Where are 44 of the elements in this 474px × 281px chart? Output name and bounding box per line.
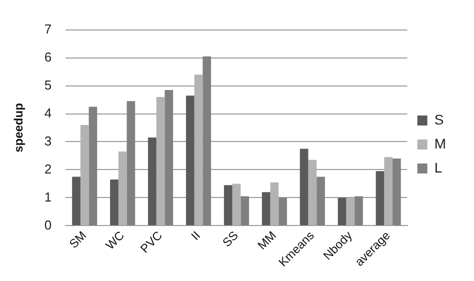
- x-tick-label: II: [188, 228, 203, 243]
- bar: [148, 138, 156, 226]
- legend-label: M: [434, 135, 446, 152]
- bar: [202, 56, 212, 226]
- bar: [346, 198, 355, 226]
- legend-label: L: [434, 159, 442, 176]
- bar: [300, 148, 308, 226]
- bar: [224, 185, 232, 226]
- bar: [164, 90, 174, 226]
- bar: [80, 124, 89, 226]
- x-tick-label: MM: [254, 228, 279, 252]
- bar: [110, 180, 118, 226]
- y-tick-label: 5: [44, 77, 52, 92]
- bar: [376, 171, 384, 226]
- bar: [232, 184, 241, 226]
- bar: [392, 158, 401, 226]
- bar: [316, 176, 325, 226]
- bar: [194, 74, 203, 226]
- bar: [240, 196, 250, 226]
- y-tick-label: 6: [44, 49, 52, 64]
- bar: [308, 160, 317, 226]
- bar: [72, 176, 80, 226]
- x-tick-label: SM: [66, 228, 90, 251]
- y-tick-label: 0: [44, 217, 52, 232]
- bar: [354, 196, 363, 226]
- x-tick-label: SS: [220, 228, 241, 250]
- bar: [270, 182, 279, 226]
- bar: [338, 198, 346, 226]
- bar: [126, 101, 136, 226]
- x-tick-label: WC: [103, 228, 128, 252]
- bar: [156, 96, 165, 226]
- y-tick-label: 2: [44, 161, 52, 176]
- bar: [278, 198, 287, 226]
- bar: [118, 152, 127, 226]
- y-tick-label: 4: [44, 105, 52, 120]
- y-tick-label: 3: [44, 133, 52, 148]
- bar: [262, 192, 270, 226]
- bar: [88, 106, 98, 226]
- legend-label: S: [434, 111, 444, 128]
- y-axis-title: speedup: [12, 103, 26, 152]
- y-tick-label: 7: [44, 21, 52, 36]
- y-tick-label: 1: [44, 189, 52, 204]
- bar: [186, 96, 194, 226]
- bar: [384, 157, 393, 226]
